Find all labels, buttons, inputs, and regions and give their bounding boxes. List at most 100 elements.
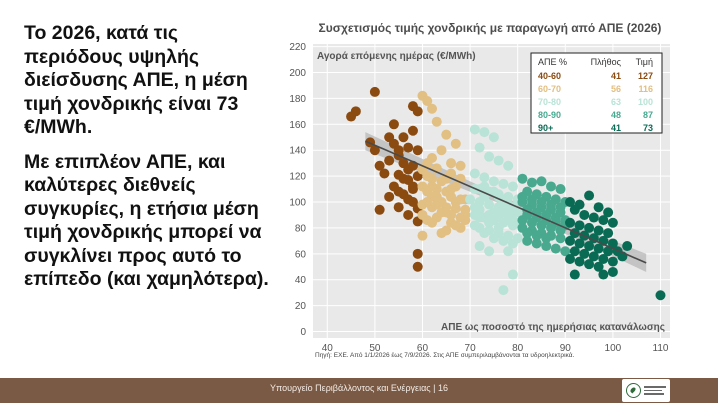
data-point-60-70 xyxy=(422,171,433,182)
data-point-70-80 xyxy=(498,235,509,246)
data-point-40-60 xyxy=(388,119,399,130)
x-tick-label: 110 xyxy=(653,343,669,354)
data-point-80-90 xyxy=(526,194,537,205)
data-point-90+ xyxy=(569,269,580,280)
scatter-chart: 0 20 40 60 80 100 120 140 160 180 200 220 40 50 60 70 80… xyxy=(289,42,670,359)
data-point-40-60 xyxy=(412,248,423,259)
data-point-80-90 xyxy=(546,199,556,210)
data-point-80-90 xyxy=(531,230,542,241)
data-point-40-60 xyxy=(407,181,418,192)
legend-box xyxy=(530,52,663,134)
chart-title: Συσχετισμός τιμής χονδρικής με παραγωγή … xyxy=(318,21,662,35)
data-point-90+ xyxy=(598,215,609,226)
x-tick-label: 100 xyxy=(605,343,622,354)
data-point-80-90 xyxy=(546,222,556,233)
footer-bar: Υπουργείο Περιβάλλοντος και Ενέργειας | … xyxy=(0,378,718,403)
data-point-60-70 xyxy=(427,181,437,192)
data-point-80-90 xyxy=(536,220,547,231)
data-point-90+ xyxy=(574,256,585,267)
data-point-40-60 xyxy=(412,261,423,272)
data-point-60-70 xyxy=(417,181,428,192)
data-point-70-80 xyxy=(488,176,499,187)
trend-line xyxy=(365,140,647,264)
data-point-80-90 xyxy=(555,202,566,213)
data-point-70-80 xyxy=(493,222,504,233)
data-point-70-80 xyxy=(507,181,518,192)
data-point-70-80 xyxy=(484,217,495,228)
data-point-60-70 xyxy=(427,103,437,114)
data-point-80-90 xyxy=(550,212,561,223)
legend-cell: 87 xyxy=(643,110,653,120)
x-tick-label: 90 xyxy=(560,343,572,354)
data-point-90+ xyxy=(584,259,595,270)
data-point-70-80 xyxy=(498,178,509,189)
y-tick-label: 0 xyxy=(300,327,306,338)
data-point-80-90 xyxy=(517,215,528,226)
legend-cell: 56 xyxy=(611,84,621,94)
data-point-40-60 xyxy=(403,142,414,153)
data-point-80-90 xyxy=(536,197,547,208)
legend-cell: 40-60 xyxy=(538,71,561,81)
data-point-40-60 xyxy=(398,173,409,184)
legend-cell: 41 xyxy=(611,123,621,133)
y-tick-label: 180 xyxy=(289,94,306,105)
data-point-60-70 xyxy=(417,230,428,241)
data-point-40-60 xyxy=(374,160,385,171)
data-point-60-70 xyxy=(441,129,452,140)
data-point-90+ xyxy=(622,241,633,252)
logo-text-icon xyxy=(644,386,666,395)
data-point-90+ xyxy=(565,197,576,208)
data-point-60-70 xyxy=(431,116,442,127)
data-point-70-80 xyxy=(507,209,518,220)
data-point-40-60 xyxy=(398,132,409,143)
data-point-80-90 xyxy=(550,243,561,254)
data-point-80-90 xyxy=(560,246,571,257)
data-point-40-60 xyxy=(403,194,414,205)
data-point-70-80 xyxy=(469,124,480,135)
data-point-60-70 xyxy=(436,207,447,218)
data-point-70-80 xyxy=(474,212,485,223)
data-point-90+ xyxy=(593,202,604,213)
footer-text: Υπουργείο Περιβάλλοντος και Ενέργειας | … xyxy=(270,383,448,393)
data-point-90+ xyxy=(593,243,604,254)
data-point-90+ xyxy=(593,225,604,236)
legend-header: Τιμή xyxy=(636,57,653,67)
data-point-90+ xyxy=(607,266,618,277)
data-point-40-60 xyxy=(393,145,404,156)
data-point-60-70 xyxy=(422,197,433,208)
data-point-70-80 xyxy=(479,228,490,239)
legend-cell: 90+ xyxy=(538,123,553,133)
data-point-40-60 xyxy=(369,145,380,156)
data-point-40-60 xyxy=(369,86,380,97)
data-point-90+ xyxy=(565,253,576,264)
y-tick-label: 100 xyxy=(289,198,306,209)
data-point-90+ xyxy=(574,238,585,249)
data-point-60-70 xyxy=(460,204,471,215)
legend-cell: 127 xyxy=(638,71,653,81)
data-point-60-70 xyxy=(436,145,447,156)
data-point-60-70 xyxy=(446,168,457,179)
data-point-90+ xyxy=(598,269,609,280)
data-point-40-60 xyxy=(412,106,423,117)
data-point-80-90 xyxy=(536,176,547,187)
data-point-70-80 xyxy=(479,181,490,192)
y-tick-label: 60 xyxy=(295,249,307,260)
data-point-90+ xyxy=(584,241,595,252)
data-point-80-90 xyxy=(541,209,552,220)
data-point-70-80 xyxy=(498,207,509,218)
data-point-90+ xyxy=(584,190,595,201)
data-point-70-80 xyxy=(507,269,518,280)
data-point-40-60 xyxy=(393,202,404,213)
data-point-80-90 xyxy=(526,177,537,188)
data-point-80-90 xyxy=(522,235,533,246)
data-point-40-60 xyxy=(374,204,385,215)
data-point-60-70 xyxy=(455,160,466,171)
legend-cell: 63 xyxy=(611,97,621,107)
data-point-90+ xyxy=(579,209,590,220)
x-tick-label: 50 xyxy=(369,343,381,354)
data-point-90+ xyxy=(565,235,576,246)
data-point-70-80 xyxy=(474,241,485,252)
data-point-70-80 xyxy=(503,160,514,171)
legend-cell: 60-70 xyxy=(538,84,561,94)
data-point-60-70 xyxy=(431,199,442,210)
